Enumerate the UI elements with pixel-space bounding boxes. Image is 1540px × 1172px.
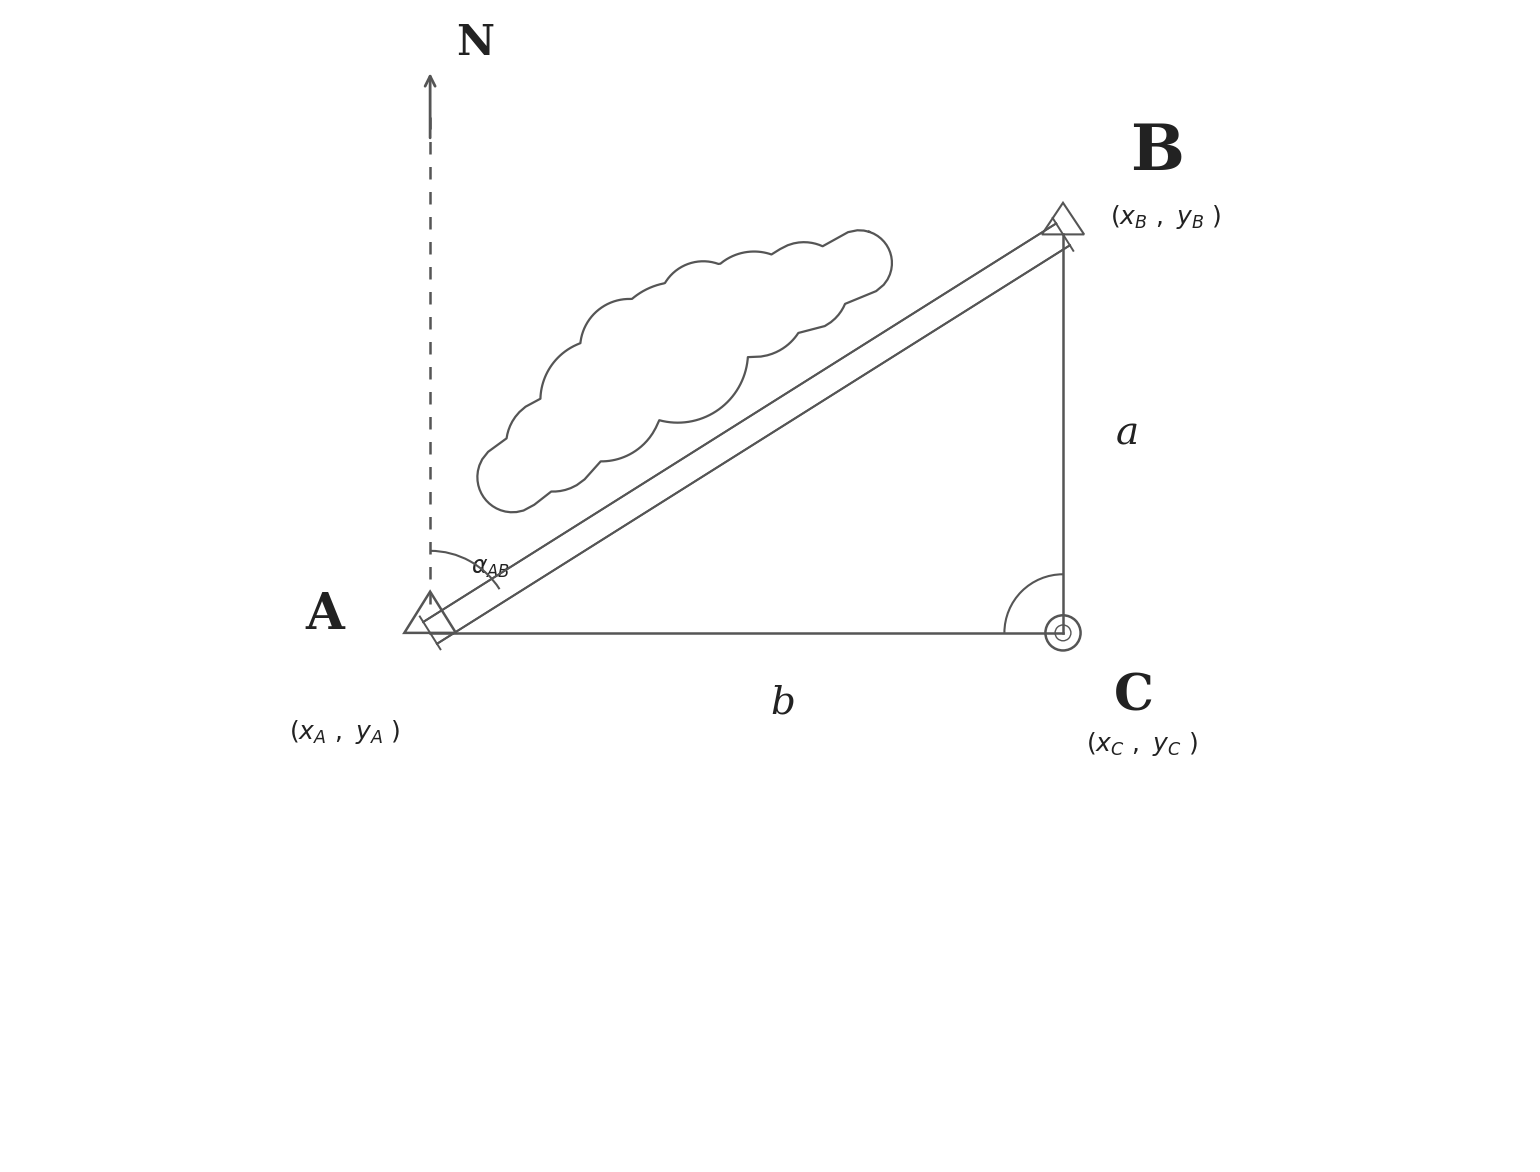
Text: b: b — [770, 684, 795, 722]
Text: $\alpha_{AB}$: $\alpha_{AB}$ — [471, 557, 510, 580]
Text: B: B — [1130, 122, 1184, 183]
Polygon shape — [477, 230, 892, 512]
Text: $(x_C\ ,\ y_C\ )$: $(x_C\ ,\ y_C\ )$ — [1086, 730, 1198, 758]
Text: a: a — [1116, 415, 1140, 452]
Text: c: c — [773, 313, 790, 343]
Text: C: C — [1113, 673, 1153, 722]
Text: $(x_A\ ,\ y_A\ )$: $(x_A\ ,\ y_A\ )$ — [290, 718, 400, 747]
Text: $(x_B\ ,\ y_B\ )$: $(x_B\ ,\ y_B\ )$ — [1110, 203, 1221, 231]
Text: A: A — [305, 591, 343, 640]
Text: N: N — [456, 22, 494, 64]
